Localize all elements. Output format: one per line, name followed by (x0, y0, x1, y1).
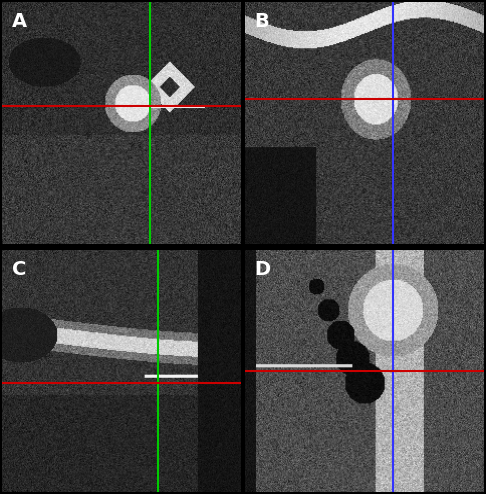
Text: B: B (254, 12, 269, 31)
Text: D: D (254, 260, 271, 279)
Text: A: A (12, 12, 27, 31)
Text: C: C (12, 260, 26, 279)
